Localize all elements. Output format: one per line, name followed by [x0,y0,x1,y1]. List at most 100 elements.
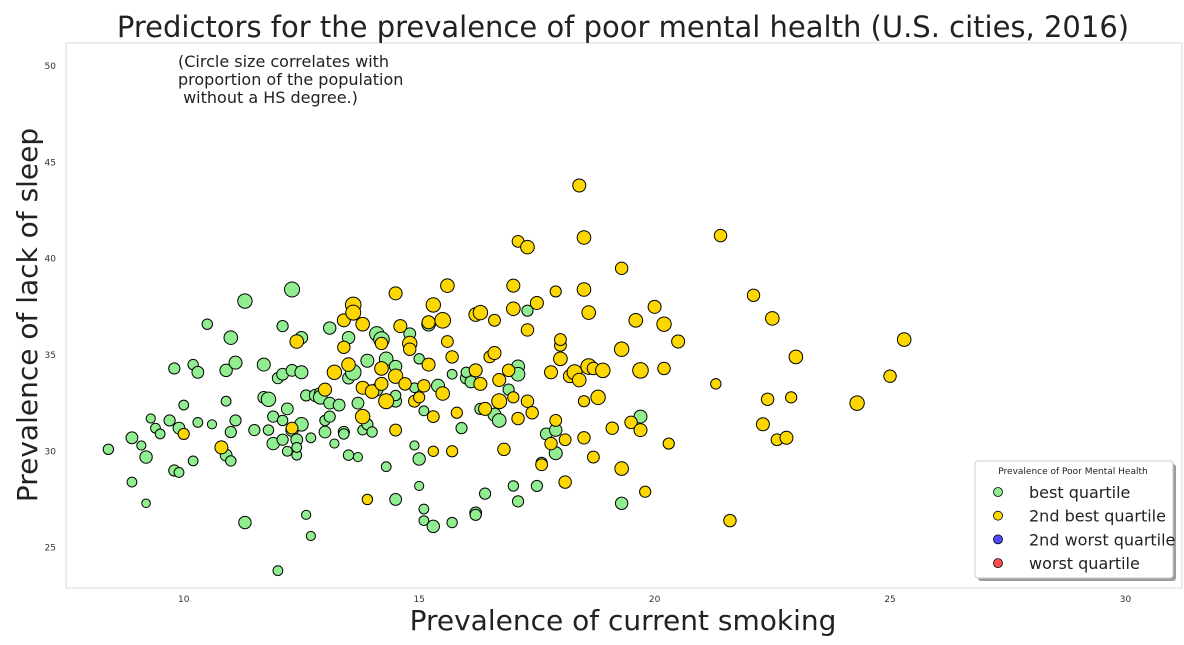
data-point [440,278,455,293]
data-point [317,382,332,397]
annotation-line-2: proportion of the population [178,70,403,89]
data-point [507,480,520,492]
data-point [223,330,239,345]
data-point [237,293,253,309]
data-point [284,281,301,298]
data-point [624,415,638,430]
data-point [418,515,430,526]
data-point [572,178,587,193]
data-point [345,304,362,321]
data-point [389,493,403,506]
legend-marker [993,510,1003,521]
data-point [305,530,316,542]
x-tick-label: 15 [413,595,424,605]
data-point [256,357,271,372]
legend-label: 2nd worst quartile [1029,530,1175,549]
legend: Prevalence of Poor Mental Health best qu… [974,460,1176,581]
data-point [248,423,261,437]
data-point [355,316,370,332]
data-point [469,508,482,521]
data-point [173,467,185,478]
data-point [656,316,672,332]
data-point [455,422,468,435]
legend-marker [993,558,1003,568]
data-point [520,239,535,255]
data-point [361,493,374,506]
data-point [468,363,483,378]
data-point [549,285,562,298]
y-tick-label: 40 [45,255,57,265]
data-point [403,342,417,356]
data-point [342,449,355,461]
data-point [710,378,722,390]
data-point [491,393,508,410]
data-point [238,515,252,530]
data-point [554,333,567,346]
data-point [413,391,426,404]
legend-label: best quartile [1029,483,1130,502]
data-point [418,405,430,417]
data-point [544,436,558,451]
data-point [647,299,662,314]
data-point [605,421,619,435]
data-point [393,319,408,334]
x-tick-label: 30 [1120,595,1132,605]
data-point [441,335,454,348]
data-point [323,410,336,423]
data-point [280,402,294,416]
data-point [260,391,277,407]
x-tick-label: 10 [178,595,190,605]
data-point [713,228,728,243]
data-point [125,431,139,445]
data-point [378,393,395,410]
legend-marker [993,534,1003,545]
data-point [435,386,451,401]
data-point [657,361,671,376]
data-point [272,565,284,577]
data-point [329,438,340,449]
data-point [549,414,563,427]
data-point [511,411,525,426]
annotation-line-3: without a HS degree.) [178,88,358,107]
data-point [341,357,356,372]
data-point [501,363,516,378]
data-point [412,452,426,466]
data-point [413,353,425,365]
data-point [102,443,115,456]
data-point [491,413,507,428]
data-point [191,365,205,379]
data-point [145,413,156,424]
data-point [262,424,275,436]
data-point [487,346,502,361]
data-point [535,458,548,472]
data-point [544,365,559,380]
data-point [755,417,770,432]
data-point [590,389,606,406]
data-point [285,421,299,435]
data-point [446,445,459,458]
data-point [421,315,436,330]
data-point [418,503,430,515]
data-point [294,365,309,380]
data-point [225,455,237,467]
data-point [229,414,242,427]
x-tick-label: 20 [649,595,661,605]
data-point [305,432,317,444]
data-point [389,423,403,437]
data-point [446,516,458,529]
data-point [530,479,543,493]
legend-label: worst quartile [1029,554,1140,573]
data-point [558,433,572,447]
data-point [417,379,431,393]
data-point [352,451,364,463]
data-point [506,301,521,317]
data-point [289,334,305,349]
data-point [632,362,649,379]
data-point [177,427,190,441]
data-point [506,278,521,293]
data-point [788,349,804,365]
data-point [141,498,151,509]
x-tick-label: 25 [884,595,895,605]
data-point [409,440,420,451]
